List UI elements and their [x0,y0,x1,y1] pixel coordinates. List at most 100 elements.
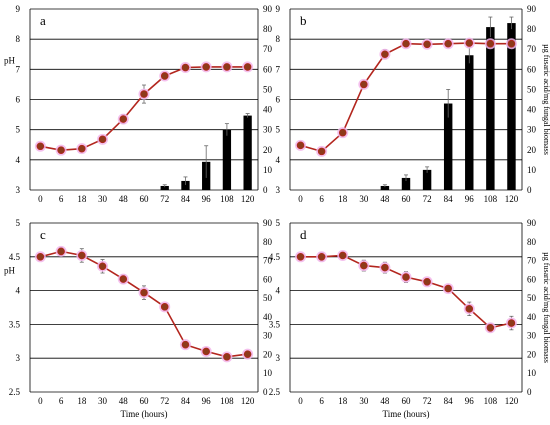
x-tick-label: 72 [160,194,169,204]
right-tick-label: 10 [527,165,537,175]
right-tick-label: 30 [263,125,273,135]
bar [401,177,411,190]
right-tick-label: 0 [263,185,268,195]
right-tick-label: 70 [527,256,537,266]
data-point [360,261,368,270]
data-point [160,72,169,80]
data-point [444,39,452,48]
x-tick-label: 48 [380,396,390,406]
ph-line [40,66,248,152]
x-tick-label: 96 [465,396,475,406]
x-tick-label: 30 [359,396,369,406]
right-tick-label: 20 [263,145,273,155]
panel-label: d [300,227,307,242]
right-tick-label: 50 [527,84,537,94]
right-tick-label: 20 [263,349,273,359]
bar [380,185,390,190]
data-point [296,252,305,261]
right-tick-label: 10 [263,165,273,175]
right-tick-label: 40 [527,312,537,322]
bar [422,169,432,190]
data-point [202,63,210,71]
data-point [140,90,148,98]
left-tick-label: 4 [276,155,281,165]
left-tick-label: 5 [16,218,21,228]
data-point [381,50,389,59]
data-point [160,303,169,311]
panel-label: c [40,227,46,242]
x-tick-label: 30 [98,194,108,204]
data-point [486,323,495,332]
left-tick-label: 6 [276,95,281,105]
left-tick-label: 7 [276,64,281,74]
left-tick-label: 4.5 [269,252,281,262]
panel-label: b [300,13,307,28]
left-tick-label: 8 [276,34,281,44]
data-point [57,247,65,256]
left-tick-label: 9 [276,4,281,14]
right-tick-label: 40 [263,105,273,115]
right-tick-label: 30 [263,331,273,341]
data-point [181,63,190,72]
right-tick-label: 80 [263,237,273,247]
right-tick-label: 70 [263,256,273,266]
data-point [507,319,516,327]
data-point [444,284,452,293]
bar [443,103,453,190]
data-point [119,115,128,123]
data-point [243,63,252,71]
bar [486,27,495,190]
left-tick-label: 5 [276,218,281,228]
right-axis-label: µg fusaric acid/mg fungal biomass [542,252,550,363]
right-tick-label: 50 [527,293,537,303]
right-tick-label: 60 [263,274,273,284]
data-point [507,39,516,48]
bar [243,115,252,190]
x-tick-label: 120 [505,396,519,406]
left-tick-label: 4 [276,286,281,296]
left-tick-label: 4 [16,286,21,296]
data-point [202,347,210,356]
data-point [243,350,252,358]
right-tick-label: 90 [263,218,273,228]
data-point [98,135,107,144]
x-tick-label: 108 [220,194,234,204]
left-tick-label: 3.5 [269,319,281,329]
x-tick-label: 30 [98,396,108,406]
x-tick-label: 84 [181,396,191,406]
right-tick-label: 70 [263,44,273,54]
right-tick-label: 80 [527,237,537,247]
right-tick-label: 90 [527,4,537,14]
x-tick-label: 0 [298,396,303,406]
data-point [140,288,148,297]
left-tick-label: 6 [16,95,21,105]
data-point [181,340,190,349]
right-tick-label: 20 [527,349,537,359]
right-tick-label: 0 [527,387,532,397]
x-tick-label: 108 [484,396,498,406]
left-tick-label: 9 [16,4,21,14]
data-point [36,252,45,261]
right-tick-label: 40 [527,105,537,115]
x-tick-label: 120 [241,396,255,406]
x-tick-label: 0 [298,194,303,204]
right-axis-label: µg fusaric acid/mg fungal biomass [542,44,550,155]
right-tick-label: 0 [527,185,532,195]
bar [222,129,232,190]
left-tick-label: 3 [276,353,281,363]
x-tick-label: 18 [338,194,348,204]
data-point [57,146,65,154]
left-tick-label: 4 [16,155,21,165]
ph-line [40,250,248,358]
right-tick-label: 80 [263,24,273,34]
right-tick-label: 60 [263,64,273,74]
data-point [317,147,326,156]
data-point [465,305,474,313]
right-tick-label: 60 [527,274,537,284]
data-point [338,128,347,137]
left-tick-label: 8 [16,34,21,44]
